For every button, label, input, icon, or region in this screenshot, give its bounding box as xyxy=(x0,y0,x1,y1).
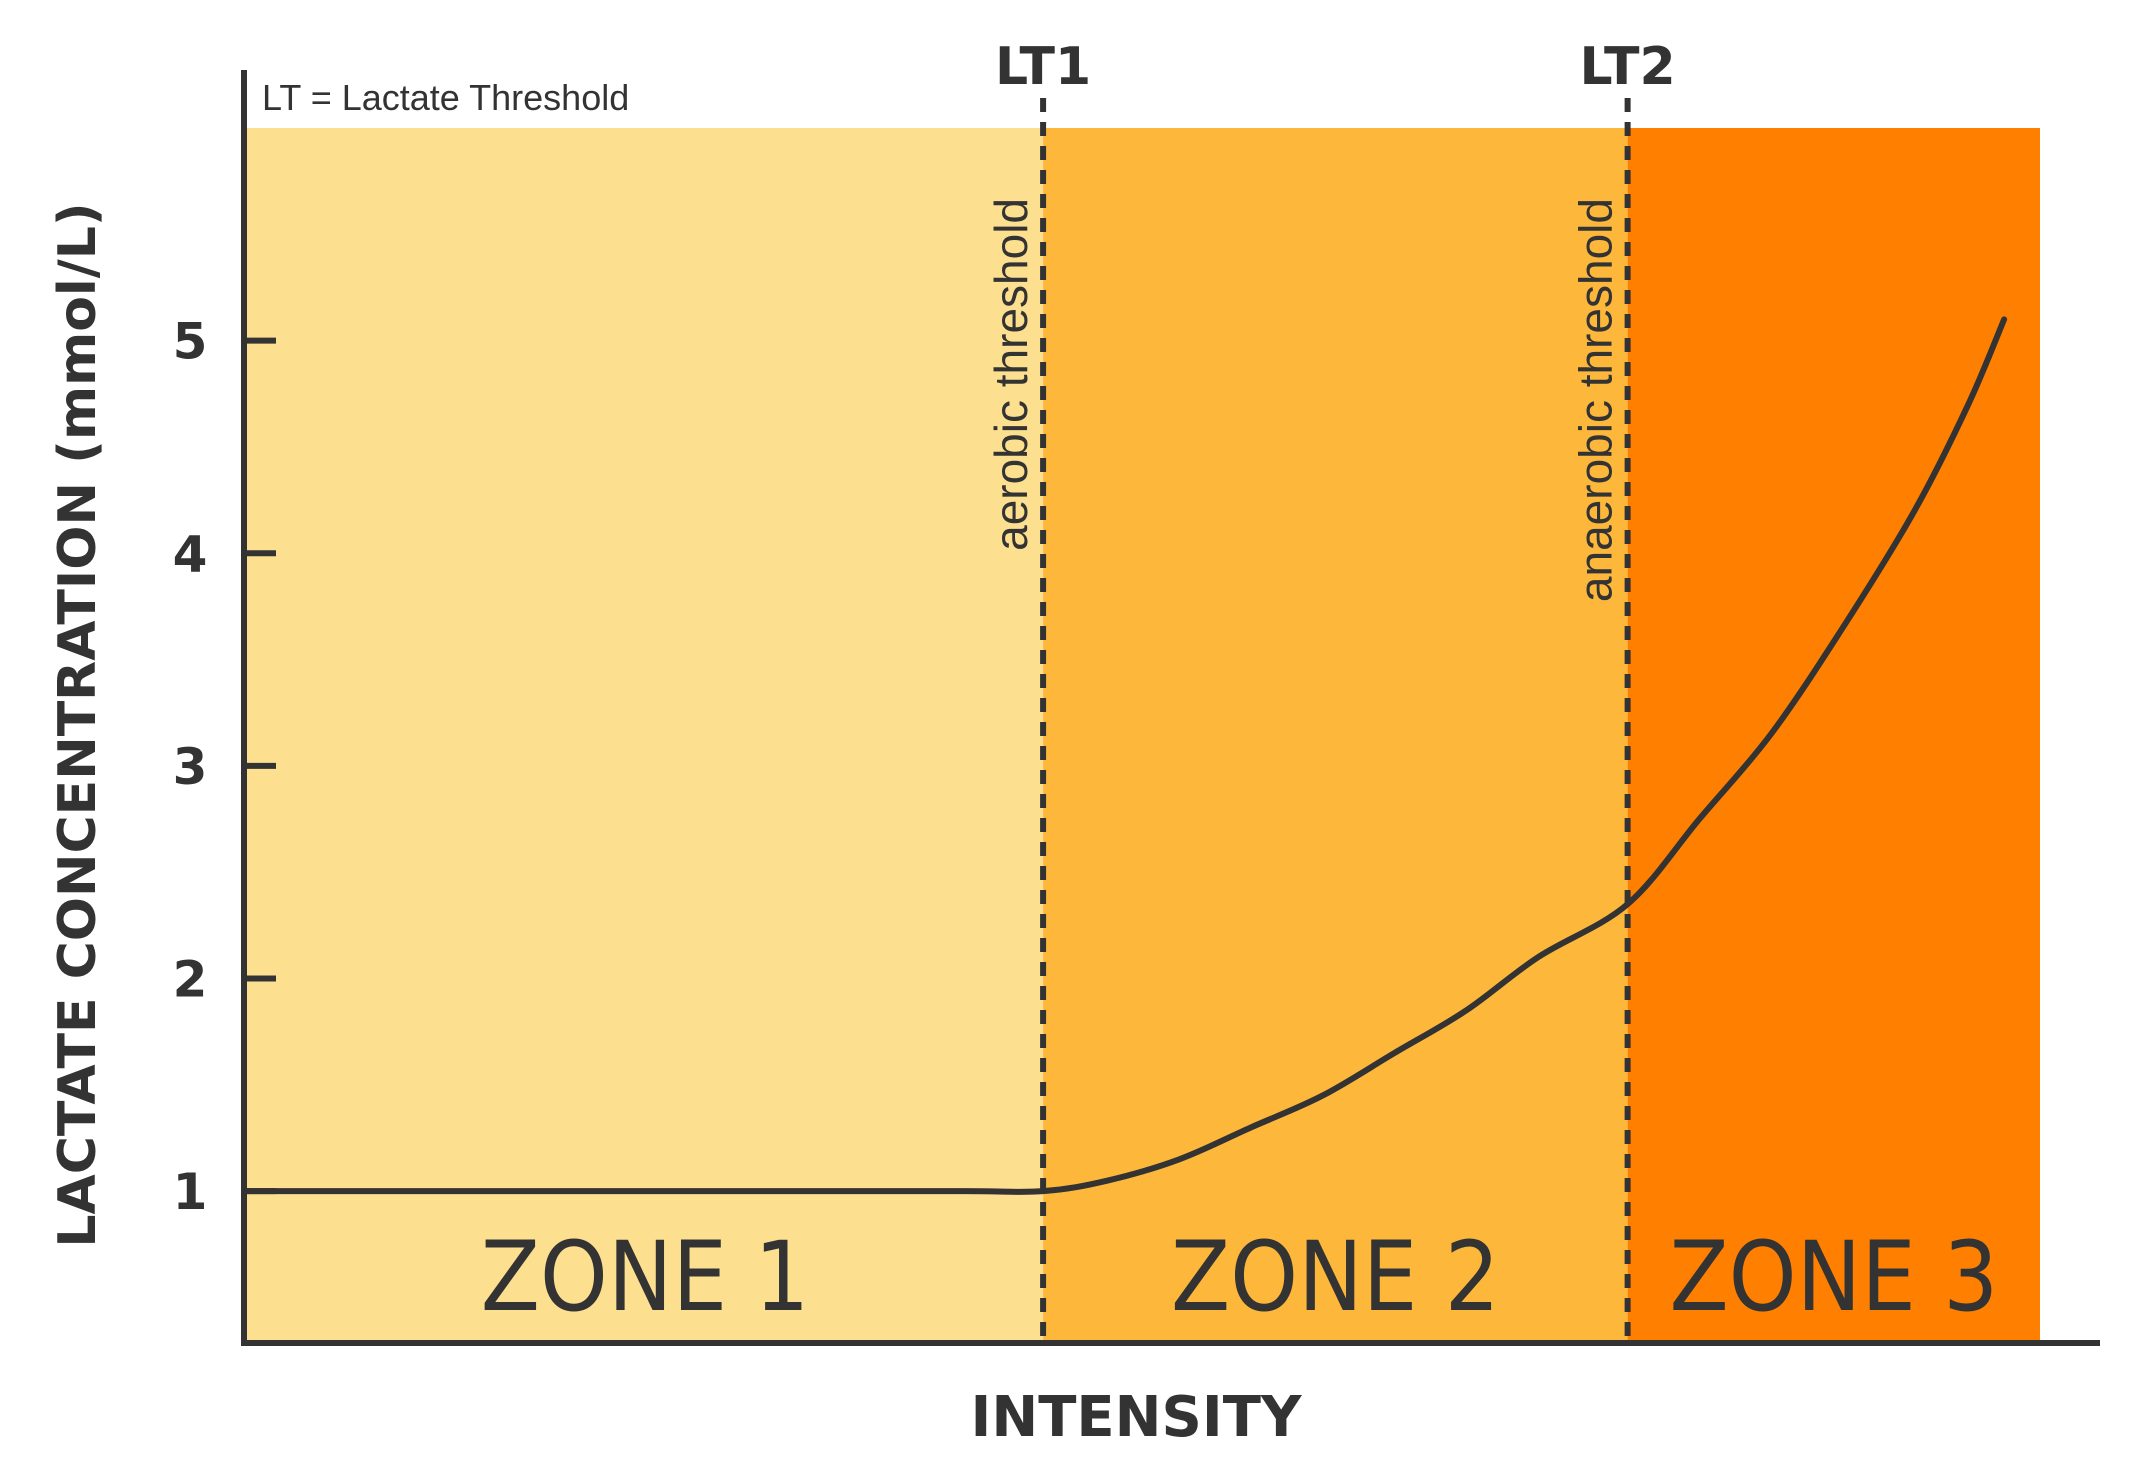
lt2-label: LT2 xyxy=(1580,37,1676,97)
lt2-description: anaerobic threshold xyxy=(1570,198,1622,602)
y-tick-label-2: 2 xyxy=(173,951,208,1009)
zones-layer: ZONE 1 ZONE 2 ZONE 3 xyxy=(247,128,2040,1340)
ticks-layer: 1 2 3 4 5 xyxy=(173,313,276,1221)
y-axis-title: LACTATE CONCENTRATION (mmol/L) xyxy=(48,202,108,1247)
x-axis-title: INTENSITY xyxy=(971,1385,1303,1450)
lt1-label: LT1 xyxy=(995,37,1091,97)
y-tick-label-3: 3 xyxy=(173,738,208,796)
y-tick-label-5: 5 xyxy=(173,313,208,371)
series-layer xyxy=(244,316,2008,1195)
zone-3-label: ZONE 3 xyxy=(1669,1221,1998,1333)
lt1-description: aerobic threshold xyxy=(985,198,1037,551)
y-tick-label-4: 4 xyxy=(173,525,208,583)
y-tick-label-1: 1 xyxy=(173,1163,208,1221)
legend-note: LT = Lactate Threshold xyxy=(262,77,629,118)
zone-3-band xyxy=(1627,128,2040,1340)
series-lactate-line xyxy=(244,316,2008,1195)
zone-2-label: ZONE 2 xyxy=(1171,1221,1500,1333)
axes-layer xyxy=(241,70,2100,1346)
zone-2-band xyxy=(1043,128,1628,1340)
zone-1-label: ZONE 1 xyxy=(481,1221,810,1333)
thresholds-layer: LT1 aerobic threshold LT2 anaerobic thresho… xyxy=(985,37,1676,1340)
zone-1-band xyxy=(247,128,1044,1340)
